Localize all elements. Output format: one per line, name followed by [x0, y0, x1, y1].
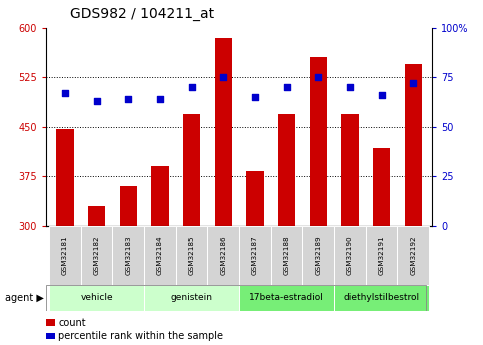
Text: 17beta-estradiol: 17beta-estradiol — [249, 293, 324, 302]
Bar — [49, 285, 144, 310]
Bar — [113, 226, 144, 285]
Point — [93, 98, 100, 104]
Text: GSM32182: GSM32182 — [94, 236, 99, 275]
Text: GDS982 / 104211_at: GDS982 / 104211_at — [70, 7, 214, 21]
Bar — [119, 186, 137, 226]
Bar — [207, 226, 239, 285]
Bar — [398, 226, 429, 285]
Bar — [88, 206, 105, 226]
Bar — [405, 64, 422, 226]
Text: diethylstilbestrol: diethylstilbestrol — [343, 293, 420, 302]
Text: agent ▶: agent ▶ — [5, 293, 43, 303]
Text: GSM32181: GSM32181 — [62, 236, 68, 275]
Point — [378, 92, 385, 98]
Bar — [278, 114, 295, 226]
Bar — [151, 166, 169, 226]
Point — [219, 75, 227, 80]
Bar — [239, 226, 271, 285]
Bar — [81, 226, 113, 285]
Bar — [341, 114, 359, 226]
Bar — [246, 171, 264, 226]
Bar — [56, 129, 73, 226]
Point — [188, 84, 196, 90]
Point — [283, 84, 290, 90]
Bar — [310, 57, 327, 226]
Text: count: count — [58, 318, 86, 327]
Bar — [271, 226, 302, 285]
Bar — [49, 226, 81, 285]
Bar — [176, 226, 207, 285]
Bar — [214, 38, 232, 226]
Bar — [334, 226, 366, 285]
Point — [251, 94, 259, 100]
Text: GSM32183: GSM32183 — [125, 236, 131, 275]
Text: percentile rank within the sample: percentile rank within the sample — [58, 332, 224, 341]
Point — [156, 96, 164, 102]
Text: GSM32184: GSM32184 — [157, 236, 163, 275]
Text: vehicle: vehicle — [80, 293, 113, 302]
Bar — [183, 114, 200, 226]
Bar — [373, 148, 390, 226]
Text: GSM32187: GSM32187 — [252, 236, 258, 275]
Point — [124, 96, 132, 102]
Bar — [334, 285, 429, 310]
Text: GSM32191: GSM32191 — [379, 236, 384, 275]
Bar — [144, 226, 176, 285]
Text: genistein: genistein — [170, 293, 213, 302]
Bar — [366, 226, 398, 285]
Text: GSM32192: GSM32192 — [410, 236, 416, 275]
Bar — [239, 285, 334, 310]
Point — [346, 84, 354, 90]
Point — [314, 75, 322, 80]
Text: GSM32189: GSM32189 — [315, 236, 321, 275]
Point — [410, 80, 417, 86]
Point — [61, 90, 69, 96]
Bar — [144, 285, 239, 310]
Text: GSM32190: GSM32190 — [347, 236, 353, 275]
Text: GSM32186: GSM32186 — [220, 236, 226, 275]
Text: GSM32188: GSM32188 — [284, 236, 290, 275]
Text: GSM32185: GSM32185 — [188, 236, 195, 275]
Bar — [302, 226, 334, 285]
